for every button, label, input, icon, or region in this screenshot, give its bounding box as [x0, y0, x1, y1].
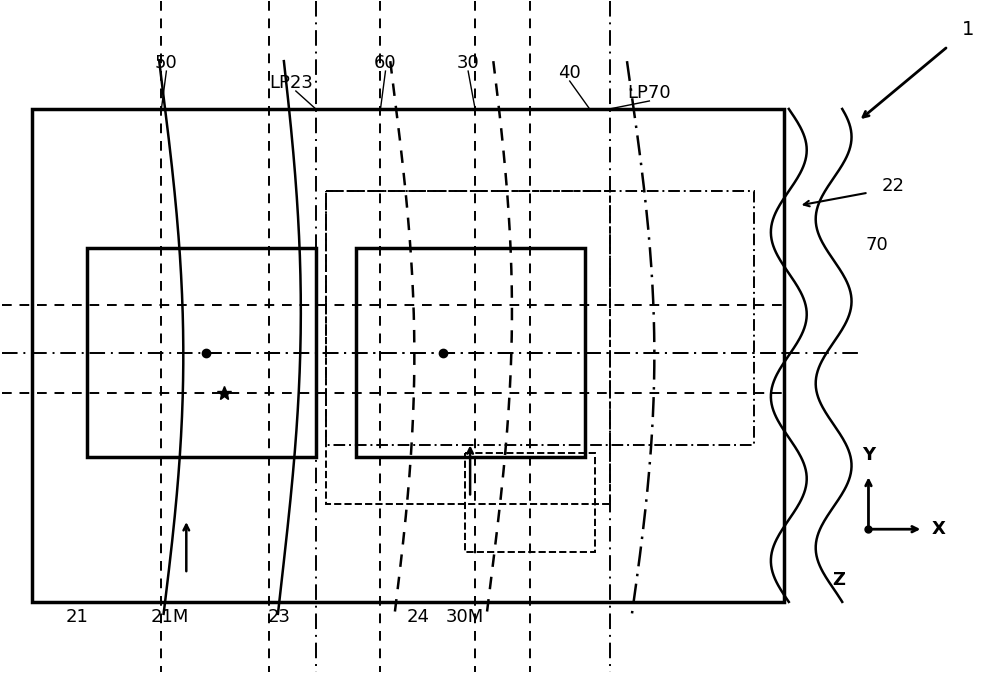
Text: LP70: LP70 — [628, 84, 671, 102]
Text: 60: 60 — [374, 54, 397, 72]
Text: 24: 24 — [407, 608, 430, 626]
Text: 22: 22 — [882, 176, 905, 194]
Text: 50: 50 — [155, 54, 178, 72]
Text: 21M: 21M — [150, 608, 189, 626]
Text: 70: 70 — [865, 236, 888, 254]
Text: 30: 30 — [457, 54, 480, 72]
Text: X: X — [931, 520, 945, 538]
Text: 30M: 30M — [446, 608, 484, 626]
Text: 21: 21 — [65, 608, 88, 626]
Text: 40: 40 — [558, 64, 581, 82]
Text: Y: Y — [862, 446, 875, 464]
Text: 23: 23 — [267, 608, 290, 626]
Text: LP23: LP23 — [269, 74, 313, 92]
Text: Z: Z — [832, 571, 845, 589]
Text: 1: 1 — [962, 20, 974, 39]
